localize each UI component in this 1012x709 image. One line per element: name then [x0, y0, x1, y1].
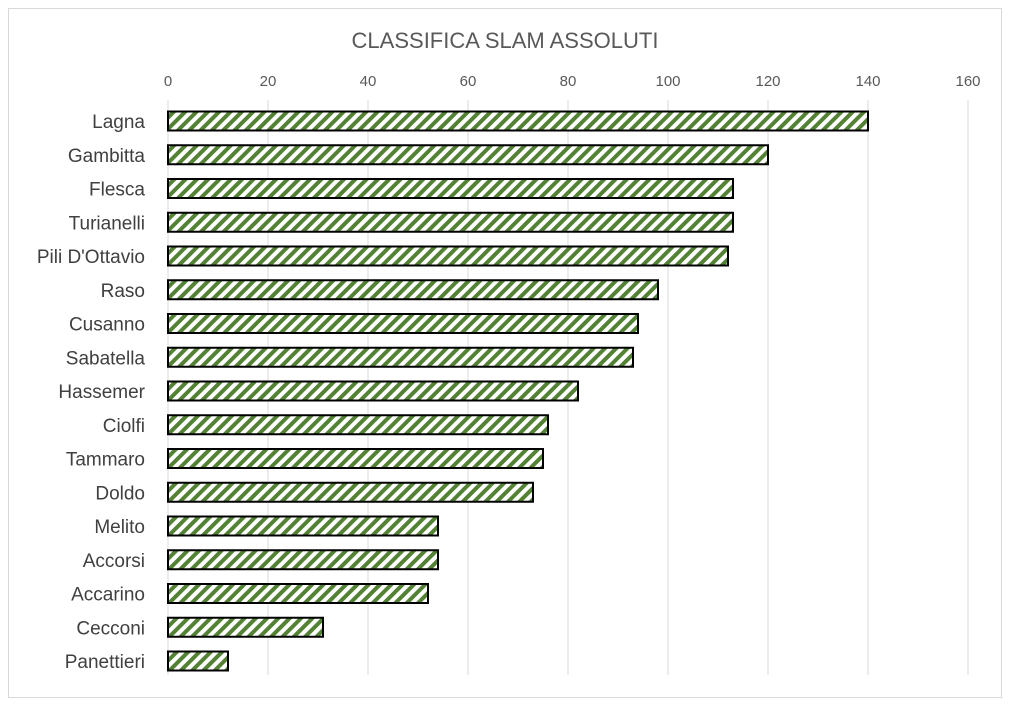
bar[interactable]	[167, 144, 769, 166]
bar[interactable]	[167, 481, 534, 503]
bar[interactable]	[167, 110, 869, 132]
category-label: Cusanno	[69, 315, 145, 336]
x-tick-label: 140	[855, 73, 880, 90]
category-label: Doldo	[95, 483, 145, 504]
category-label: Tammaro	[66, 450, 145, 471]
bar[interactable]	[167, 346, 634, 368]
category-label: Turianelli	[69, 213, 145, 234]
category-label: Hassemer	[58, 382, 145, 403]
category-label: Melito	[94, 517, 145, 538]
category-label: Accarino	[71, 585, 145, 606]
category-label: Raso	[101, 281, 145, 302]
bar[interactable]	[167, 245, 729, 267]
x-tick-label: 20	[260, 73, 277, 90]
x-tick-label: 120	[755, 73, 780, 90]
category-label: Lagna	[92, 112, 145, 133]
bar[interactable]	[167, 279, 659, 301]
category-label: Pili D'Ottavio	[37, 247, 145, 268]
category-labels: Lagna Gambitta Flesca Turianelli Pili D'Otta…	[37, 112, 146, 673]
category-label: Accorsi	[83, 551, 145, 572]
x-tick-label: 160	[955, 73, 980, 90]
bar[interactable]	[167, 211, 734, 233]
x-axis-tick-labels: 0 20 40 60 80 100 120 140 160	[164, 73, 981, 90]
bar[interactable]	[167, 515, 439, 537]
bar[interactable]	[167, 549, 439, 571]
bar[interactable]	[167, 583, 429, 604]
x-tick-label: 40	[360, 73, 377, 90]
x-tick-label: 80	[560, 73, 577, 90]
bar[interactable]	[167, 650, 229, 672]
category-label: Gambitta	[68, 146, 146, 167]
x-tick-label: 100	[655, 73, 680, 90]
bars	[167, 110, 869, 672]
bar[interactable]	[167, 616, 324, 638]
bar[interactable]	[167, 178, 734, 199]
bar[interactable]	[167, 380, 579, 402]
category-label: Ciolfi	[103, 416, 145, 437]
x-tick-label: 60	[460, 73, 477, 90]
x-tick-label: 0	[164, 73, 172, 90]
chart-title: CLASSIFICA SLAM ASSOLUTI	[352, 28, 659, 53]
bar[interactable]	[167, 448, 544, 469]
bar[interactable]	[167, 313, 639, 334]
category-label: Flesca	[89, 180, 145, 201]
category-label: Cecconi	[76, 618, 145, 639]
bar[interactable]	[167, 414, 549, 436]
category-label: Panettieri	[65, 652, 145, 673]
category-label: Sabatella	[66, 348, 146, 369]
